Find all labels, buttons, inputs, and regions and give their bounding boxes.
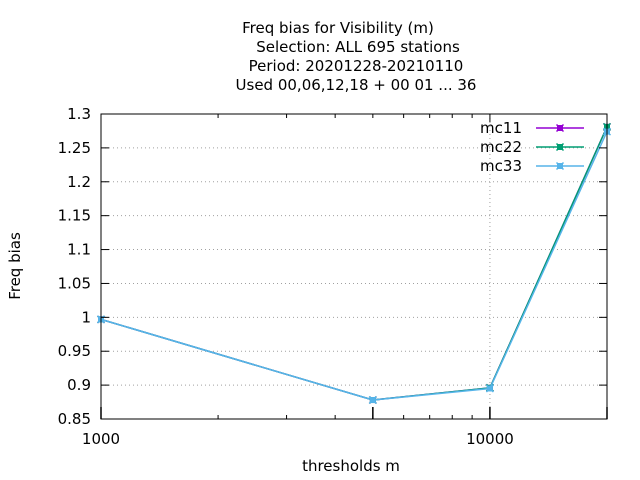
- grid: [101, 114, 607, 419]
- data-point-mc33: [368, 395, 377, 405]
- title-line-4: Used 00,06,12,18 + 00 01 ... 36: [236, 76, 477, 94]
- marker-cross: [555, 123, 565, 133]
- chart-title: Freq bias for Visibility (m) Selection: …: [236, 19, 477, 94]
- y-axis-label: Freq bias: [6, 232, 24, 300]
- y-tick-label: 1.05: [58, 274, 91, 292]
- legend-label-mc22: mc22: [480, 138, 522, 156]
- series-line-mc11: [100, 126, 608, 401]
- y-tick-label: 1: [81, 308, 91, 326]
- title-line-2: Selection: ALL 695 stations: [256, 38, 460, 56]
- series-line-mc22: [100, 126, 608, 401]
- marker-cross: [485, 384, 494, 393]
- marker-cross: [555, 161, 565, 171]
- y-tick-label: 1.2: [67, 173, 91, 191]
- y-tick-label: 0.9: [67, 376, 91, 394]
- legend-label-mc11: mc11: [480, 119, 522, 137]
- y-tick-label: 1.25: [58, 139, 91, 157]
- title-line-3: Period: 20201228-20210110: [249, 57, 464, 75]
- data-point-mc33: [485, 384, 494, 393]
- x-tick-label: 10000: [466, 430, 514, 448]
- marker-cross: [555, 142, 565, 152]
- legend-label-mc33: mc33: [480, 157, 522, 175]
- axis-ticks: 0.85 0.9 0.95 1 1.05 1.1 1.15 1.2 1.25 1.3 1000 100…: [58, 105, 608, 448]
- x-tick-label: 1000: [82, 430, 120, 448]
- y-tick-label: 0.95: [58, 342, 91, 360]
- y-tick-label: 1.1: [67, 241, 91, 259]
- y-tick-label: 0.85: [58, 410, 91, 428]
- legend-marker-mc22: [555, 142, 565, 152]
- series-lines: [96, 122, 612, 405]
- legend-marker-mc11: [555, 123, 565, 133]
- y-tick-label: 1.15: [58, 207, 91, 225]
- legend-marker-mc33: [555, 161, 565, 171]
- title-line-1: Freq bias for Visibility (m): [242, 19, 434, 37]
- y-tick-label: 1.3: [67, 105, 91, 123]
- plot-frame: [100, 113, 608, 420]
- marker-cross: [368, 395, 377, 405]
- series-line-mc33: [100, 131, 608, 401]
- x-axis-label: thresholds m: [302, 457, 400, 475]
